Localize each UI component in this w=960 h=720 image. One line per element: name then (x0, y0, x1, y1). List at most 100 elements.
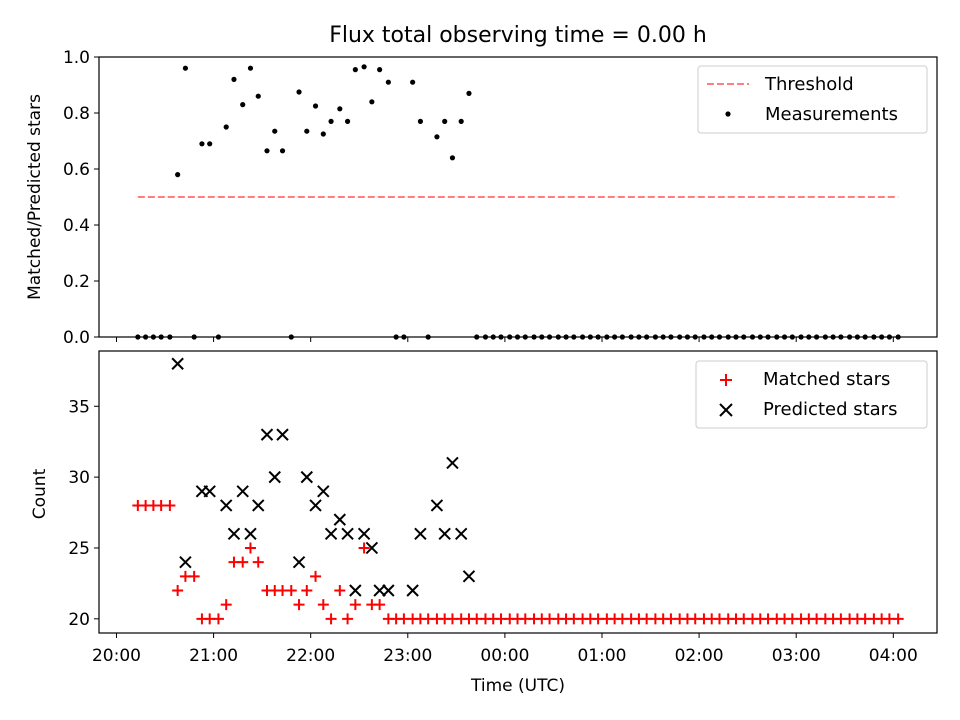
matched-star-point (310, 570, 322, 582)
predicted-star-point (171, 357, 184, 370)
measurement-point (449, 155, 456, 161)
measurement-point (733, 334, 739, 340)
measurement-point (822, 334, 828, 340)
top-y-tick-label: 0.2 (63, 272, 90, 292)
measurement-point (789, 334, 795, 340)
measurement-point (879, 334, 885, 340)
measurement-point (482, 334, 489, 340)
matched-star-point (334, 584, 346, 596)
matched-star-point (349, 599, 361, 611)
predicted-star-point (446, 456, 459, 470)
measurement-point (442, 118, 448, 124)
measurement-point (571, 334, 577, 340)
measurement-point (288, 334, 294, 340)
predicted-stars-series (171, 357, 476, 597)
predicted-star-point (406, 584, 419, 597)
measurement-point (199, 141, 205, 147)
measurement-point (191, 334, 197, 340)
predicted-star-point (276, 428, 289, 441)
predicted-star-point (236, 485, 249, 498)
measurement-point (458, 118, 464, 124)
bottom-legend-box (695, 360, 928, 429)
measurement-point (798, 334, 804, 340)
bottom-x-tick-label: 02:00 (675, 646, 724, 666)
measurement-point (143, 334, 149, 340)
measurement-point (757, 334, 763, 340)
predicted-star-point (324, 527, 338, 541)
measurement-point (361, 64, 367, 70)
measurement-point (328, 118, 334, 124)
measurement-point (167, 334, 173, 340)
measurement-point (862, 334, 868, 340)
measurement-point (636, 334, 642, 340)
predicted-star-point (430, 499, 444, 512)
measurement-point (813, 334, 820, 340)
predicted-star-point (252, 499, 265, 512)
matched-star-point (374, 599, 386, 611)
top-y-tick-label: 1.0 (63, 48, 90, 68)
matched-star-point (342, 613, 354, 625)
predicted-star-point (227, 527, 241, 541)
measurement-point (830, 334, 836, 340)
top-y-tick-label: 0.6 (63, 160, 90, 180)
predicted-star-point (414, 527, 427, 541)
measurement-point (604, 334, 610, 340)
measurement-point (774, 334, 780, 340)
measurement-point (628, 334, 634, 340)
top-legend-box (697, 65, 928, 134)
matched-star-point (301, 584, 313, 596)
bottom-x-tick-label: 00:00 (480, 646, 529, 666)
measurement-point (215, 334, 222, 340)
predicted-star-point (454, 527, 468, 541)
measurement-point (158, 334, 164, 340)
measurement-point (555, 334, 561, 340)
top-y-tick-label: 0.4 (63, 216, 90, 236)
bottom-x-tick-label: 22:00 (286, 646, 335, 666)
measurement-point (546, 334, 553, 340)
bottom-legend: Matched stars Predicted stars (695, 360, 928, 429)
measurement-point (847, 334, 853, 340)
measurement-point (716, 334, 723, 340)
legend-predicted-swatch (719, 403, 733, 417)
measurement-point (692, 334, 698, 340)
measurement-point (240, 102, 246, 108)
measurement-point (741, 334, 747, 340)
bottom-y-axis: 20 25 30 35 (68, 397, 99, 630)
bottom-x-axis: 20:00 21:00 22:00 23:00 00:00 01:00 02:00 03:00… (92, 633, 918, 666)
measurement-point (587, 334, 593, 340)
legend-matched-label: Matched stars (763, 369, 890, 390)
bottom-x-tick-label: 20:00 (92, 646, 141, 666)
predicted-star-point (219, 499, 233, 512)
measurement-point (749, 334, 756, 340)
measurement-point (466, 90, 472, 96)
measurement-point (895, 334, 901, 340)
legend-measurements-label: Measurements (765, 104, 898, 125)
measurement-point (579, 334, 586, 340)
figure-title: Flux total observing time = 0.00 h (329, 23, 707, 48)
top-y-axis-label: Matched/Predicted stars (25, 94, 45, 300)
measurement-point (223, 124, 229, 130)
measurement-point (677, 334, 683, 340)
measurement-point (684, 334, 691, 340)
measurement-point (175, 172, 181, 178)
bottom-x-tick-label: 04:00 (869, 646, 918, 666)
legend-threshold-label: Threshold (764, 74, 854, 95)
measurement-point (507, 334, 513, 340)
predicted-star-point (309, 499, 322, 512)
predicted-star-point (317, 485, 330, 498)
measurement-point (531, 334, 537, 340)
measurement-point (377, 67, 383, 73)
matched-star-point (317, 599, 329, 611)
measurement-point (490, 334, 496, 340)
measurement-point (806, 334, 812, 340)
top-y-axis: 0.0 0.2 0.4 0.6 0.8 1.0 (63, 48, 99, 348)
top-y-tick-label: 0.0 (63, 328, 90, 348)
predicted-star-point (357, 527, 371, 541)
top-x-axis (115, 337, 894, 342)
measurement-point (320, 131, 326, 137)
bottom-y-tick-label: 30 (68, 468, 90, 488)
predicted-star-point (179, 555, 192, 569)
matched-star-point (892, 613, 904, 625)
predicted-star-point (341, 527, 354, 541)
